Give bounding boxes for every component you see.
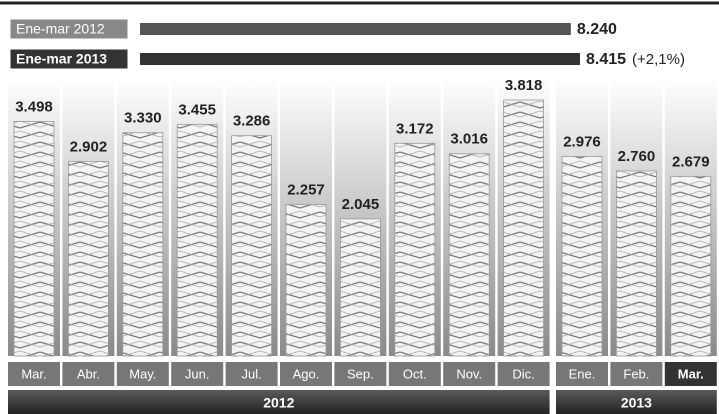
year-label: 2013 [621, 395, 652, 411]
value-label: 2.045 [342, 196, 380, 213]
bar [395, 143, 435, 356]
bar [504, 100, 544, 356]
x-tick-label: Ene. [569, 366, 596, 381]
value-label: 3.172 [396, 120, 434, 137]
bar [340, 219, 380, 356]
bar [286, 205, 326, 356]
x-tick-label: Oct. [403, 366, 427, 381]
x-tick-label: Sep. [347, 366, 374, 381]
x-tick-label: Ago. [293, 366, 320, 381]
summary-label: Ene-mar 2013 [16, 51, 107, 67]
value-label: 2.257 [287, 182, 325, 199]
summary-bar [140, 53, 580, 65]
value-label: 3.330 [124, 110, 162, 127]
value-label: 2.679 [672, 153, 710, 170]
summary-value: 8.240 [577, 21, 617, 38]
bar [177, 124, 217, 356]
bar [123, 133, 163, 356]
summary-label: Ene-mar 2012 [16, 21, 105, 37]
value-label: 3.016 [450, 131, 488, 148]
value-label: 3.498 [15, 98, 53, 115]
value-label: 2.976 [563, 133, 601, 150]
x-tick-label: Nov. [456, 366, 482, 381]
bar [68, 161, 108, 356]
x-tick-label: Abr. [77, 366, 100, 381]
year-label: 2012 [263, 395, 294, 411]
bar [449, 154, 489, 356]
x-tick-label: Dic. [512, 366, 534, 381]
bar [232, 136, 272, 356]
bar [671, 176, 711, 356]
bar [562, 156, 602, 356]
summary-note: (+2,1%) [632, 51, 685, 68]
x-tick-label: Mar. [21, 366, 46, 381]
value-label: 2.902 [70, 138, 108, 155]
x-tick-label: May. [129, 366, 156, 381]
value-label: 2.760 [618, 148, 656, 165]
chart: Ene-mar 2012 8.240 Ene-mar 2013 8.415 (+2,1%… [0, 0, 719, 414]
summary-bar [140, 23, 571, 35]
value-label: 3.455 [178, 101, 216, 118]
x-tick-label: Feb. [623, 366, 649, 381]
value-label: 3.818 [505, 77, 543, 94]
summary-value: 8.415 [586, 51, 626, 68]
bar [14, 121, 54, 356]
bar [616, 171, 656, 356]
x-tick-label: Jun. [185, 366, 210, 381]
x-tick-label: Mar. [678, 366, 704, 381]
x-tick-label: Jul. [241, 366, 261, 381]
value-label: 3.286 [233, 113, 271, 130]
